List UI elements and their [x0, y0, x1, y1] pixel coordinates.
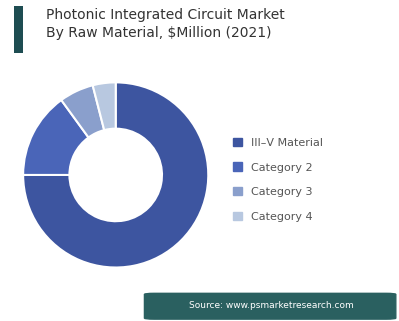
Legend: III–V Material, Category 2, Category 3, Category 4: III–V Material, Category 2, Category 3, …: [233, 138, 323, 221]
FancyBboxPatch shape: [144, 293, 396, 319]
Wedge shape: [23, 100, 89, 175]
Wedge shape: [23, 82, 208, 267]
Text: Source: www.psmarketresearch.com: Source: www.psmarketresearch.com: [189, 301, 354, 310]
Text: Photonic Integrated Circuit Market
By Raw Material, $Million (2021): Photonic Integrated Circuit Market By Ra…: [46, 8, 284, 40]
Wedge shape: [93, 82, 116, 130]
Wedge shape: [61, 85, 104, 137]
